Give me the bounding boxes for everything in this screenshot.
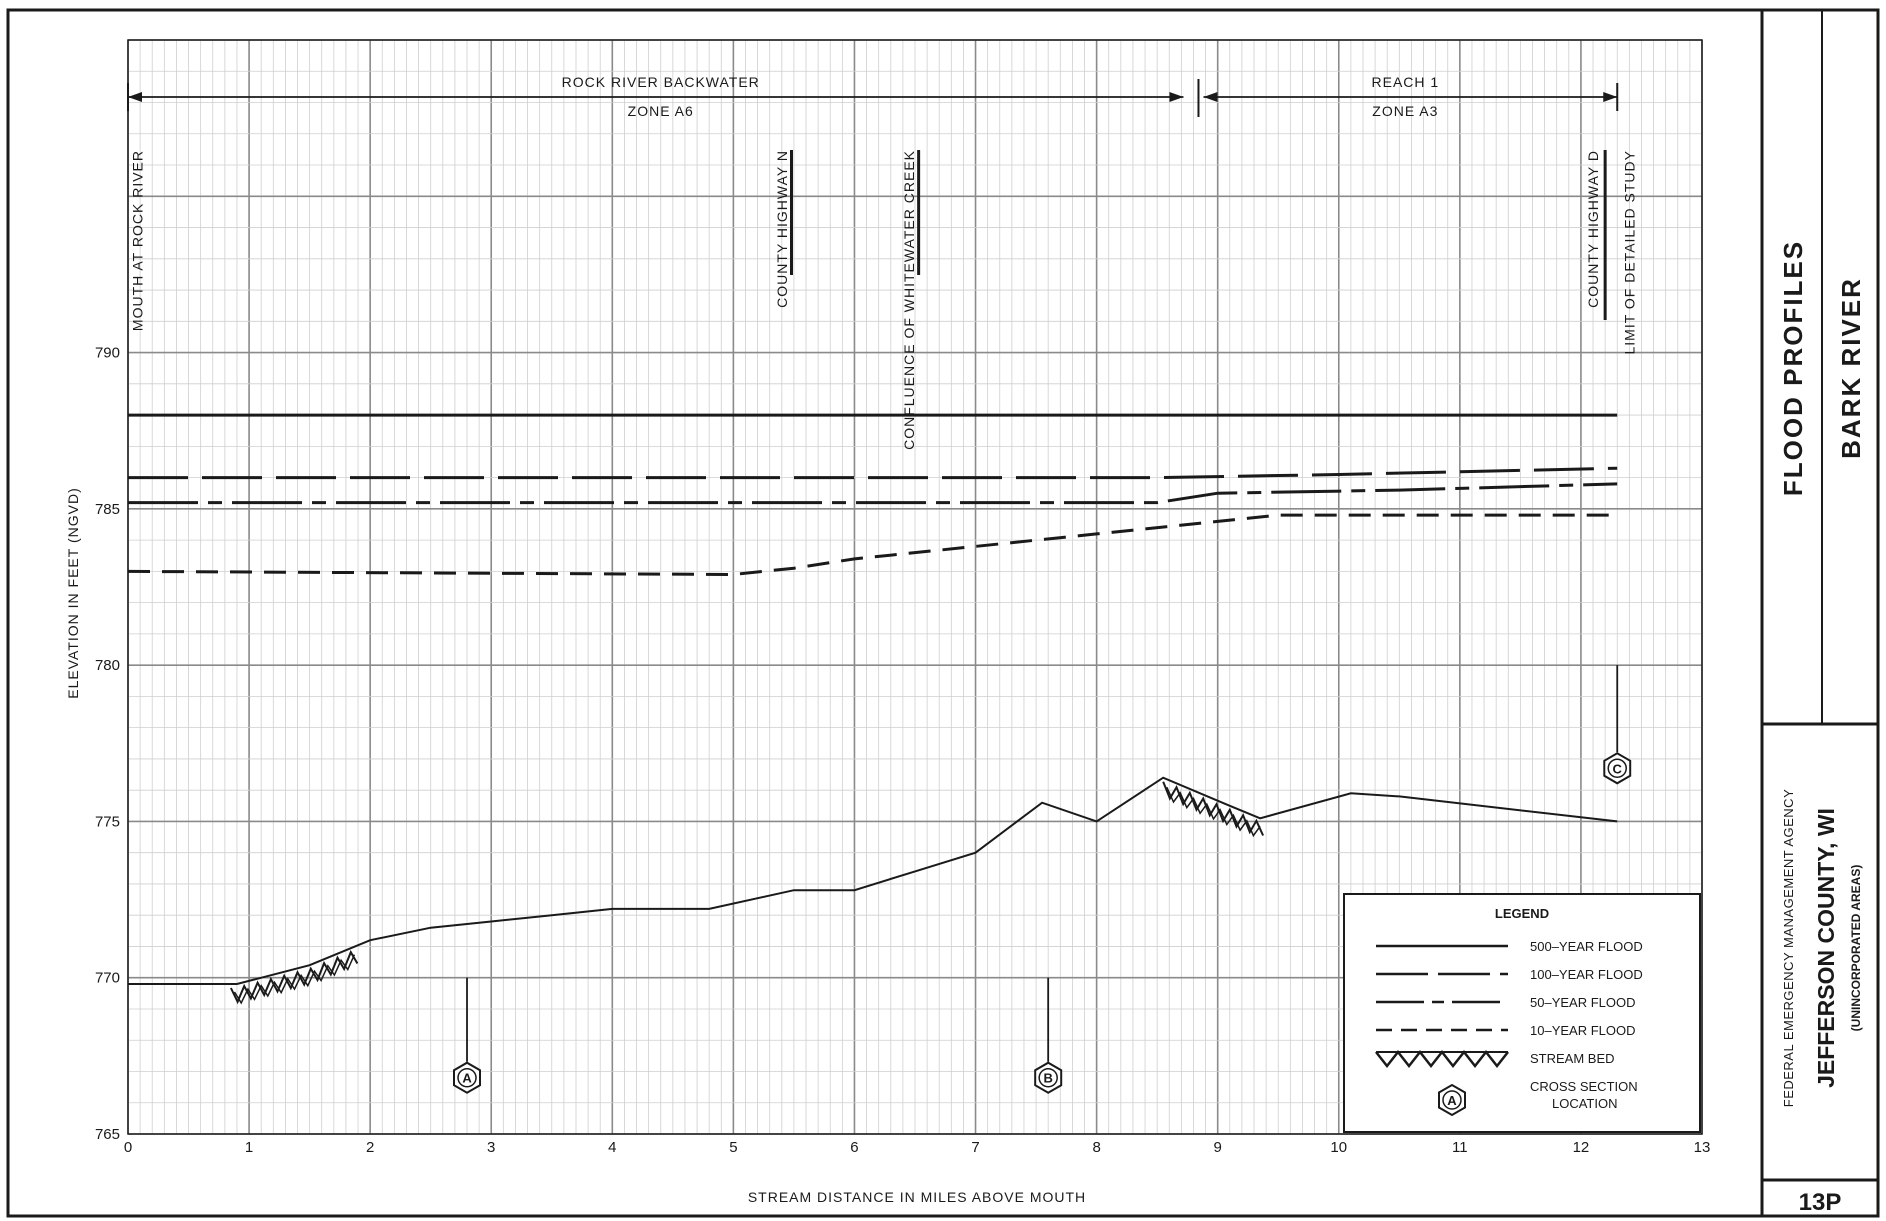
- x-tick-label: 1: [245, 1139, 253, 1156]
- annotation-label: COUNTY HIGHWAY N: [774, 150, 790, 308]
- x-tick-label: 4: [608, 1139, 616, 1156]
- y-tick-label: 785: [95, 501, 120, 518]
- annotation-label: MOUTH AT ROCK RIVER: [130, 150, 146, 331]
- legend: LEGEND 500–YEAR FLOOD 100–YEAR FLOOD 50–YEA…: [1343, 893, 1701, 1133]
- cross-section-marker: [1603, 752, 1632, 785]
- legend-label: 50–YEAR FLOOD: [1530, 995, 1636, 1010]
- x-axis-label: STREAM DISTANCE IN MILES ABOVE MOUTH: [748, 1189, 1086, 1205]
- x-tick-label: 3: [487, 1139, 495, 1156]
- x-tick-label: 8: [1092, 1139, 1100, 1156]
- stream-bed-hatch: [1162, 781, 1265, 836]
- legend-label: CROSS SECTION: [1530, 1079, 1638, 1094]
- x-tick-label: 9: [1214, 1139, 1222, 1156]
- reach-zone-label: ZONE A6: [628, 103, 694, 119]
- legend-label-2: LOCATION: [1552, 1096, 1618, 1111]
- legend-marker-ring: [1442, 1090, 1462, 1110]
- x-tick-label: 12: [1573, 1139, 1590, 1156]
- title-county: JEFFERSON COUNTY, WI: [1813, 808, 1839, 1088]
- cross-section-marker-label: A: [462, 1071, 472, 1086]
- cross-section-marker-ring: [457, 1067, 477, 1088]
- series-10-year-flood: [127, 513, 1618, 577]
- reach-indicators: ROCK RIVER BACKWATER ZONE A6 REACH 1 ZONE A…: [127, 74, 1619, 119]
- cross-section-marker-ring: [1038, 1067, 1058, 1088]
- series-50-year-flood: [128, 482, 1618, 505]
- legend-box: [1343, 893, 1701, 1133]
- y-tick-label: 770: [95, 970, 120, 987]
- reach-arrow-right: [1169, 92, 1184, 102]
- legend-label: STREAM BED: [1530, 1051, 1615, 1066]
- x-tick-label: 0: [124, 1139, 132, 1156]
- cross-section-marker-label: B: [1043, 1071, 1052, 1086]
- x-tick-label: 2: [366, 1139, 374, 1156]
- x-tick-label: 7: [971, 1139, 979, 1156]
- cross-section-marker-label: C: [1613, 761, 1623, 776]
- sheet-number: 13P: [1799, 1189, 1842, 1216]
- reach-zone-label: ZONE A3: [1372, 103, 1438, 119]
- legend-label: 10–YEAR FLOOD: [1530, 1023, 1636, 1038]
- series-lines: [127, 413, 1618, 1005]
- annotation-label: COUNTY HIGHWAY D: [1585, 150, 1601, 308]
- x-tick-label: 11: [1452, 1139, 1468, 1156]
- legend-marker: [1438, 1083, 1466, 1117]
- cross-section-marker: [1034, 1061, 1063, 1094]
- title-agency: FEDERAL EMERGENCY MANAGEMENT AGENCY: [1781, 789, 1796, 1108]
- legend-title: LEGEND: [1495, 906, 1549, 921]
- stream-bed-hatch: [233, 954, 356, 1005]
- reach-label: ROCK RIVER BACKWATER: [562, 74, 760, 90]
- reach-arrow-left: [128, 92, 142, 102]
- y-tick-label: 775: [95, 813, 120, 830]
- reach-arrow-right: [1603, 92, 1618, 102]
- reach-arrow-left: [1203, 92, 1218, 102]
- y-tick-label: 790: [95, 345, 120, 362]
- title-county-sub: (UNINCORPORATED AREAS): [1849, 865, 1863, 1032]
- y-tick-label: 780: [95, 657, 120, 674]
- annotations: MOUTH AT ROCK RIVER COUNTY HIGHWAY N CONFL…: [130, 150, 1637, 450]
- x-tick-label: 6: [850, 1139, 858, 1156]
- x-tick-label: 5: [729, 1139, 737, 1156]
- cross-sections: A B C: [453, 665, 1632, 1094]
- annotation-label: CONFLUENCE OF WHITEWATER CREEK: [901, 150, 917, 450]
- x-tick-label: 13: [1694, 1139, 1711, 1156]
- y-axis-label: ELEVATION IN FEET (NGVD): [65, 487, 81, 698]
- reach-label: REACH 1: [1372, 74, 1440, 90]
- legend-label: 100–YEAR FLOOD: [1530, 967, 1643, 982]
- sheet-border: [6, 8, 1880, 1218]
- series-100-year-flood: [128, 466, 1618, 480]
- cross-section-marker: [453, 1061, 481, 1094]
- legend-label: 500–YEAR FLOOD: [1530, 939, 1643, 954]
- series-stream-bed: [128, 776, 1618, 985]
- title-flood-profiles: FLOOD PROFILES: [1778, 240, 1808, 496]
- x-tick-label: 10: [1330, 1139, 1347, 1156]
- legend-marker-label: A: [1447, 1093, 1457, 1108]
- annotation-label: LIMIT OF DETAILED STUDY: [1621, 150, 1637, 355]
- title-block: FLOOD PROFILES BARK RIVER FEDERAL EMERGE…: [1760, 10, 1878, 1216]
- title-river-name: BARK RIVER: [1836, 277, 1866, 459]
- stream-bed-hatch: [1166, 786, 1261, 838]
- cross-section-marker-ring: [1607, 758, 1627, 779]
- y-tick-label: 765: [95, 1126, 120, 1143]
- plot-frame: [127, 39, 1703, 1135]
